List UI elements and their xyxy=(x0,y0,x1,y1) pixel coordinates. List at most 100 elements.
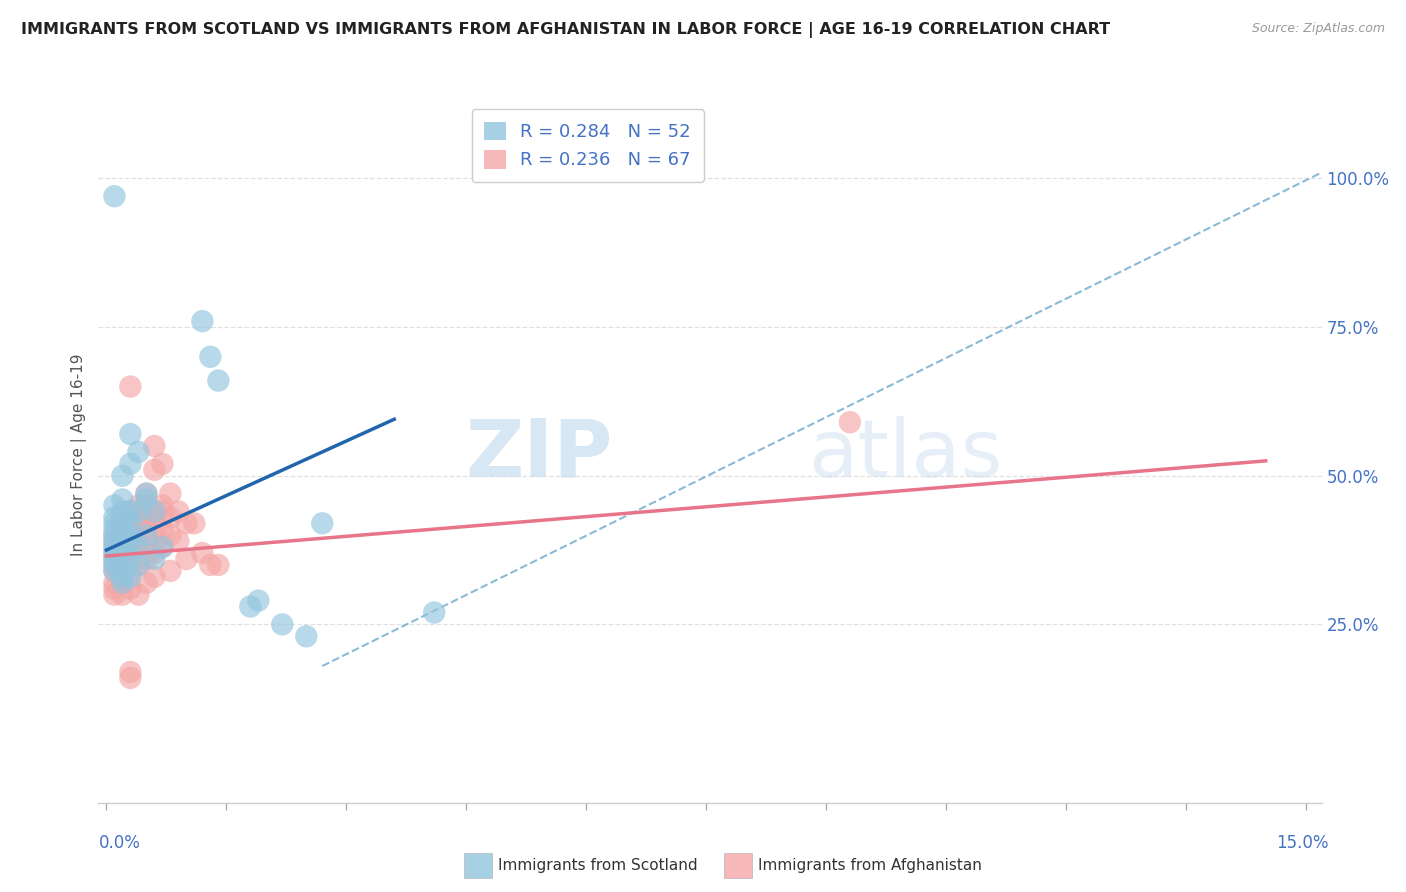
Point xyxy=(143,552,166,566)
Point xyxy=(127,558,149,572)
Point xyxy=(167,534,190,549)
Point xyxy=(103,546,125,560)
Point xyxy=(143,546,166,560)
Point xyxy=(111,575,134,590)
Point xyxy=(159,486,181,500)
Point xyxy=(120,582,142,596)
Point xyxy=(176,552,198,566)
Point xyxy=(150,457,173,471)
Point xyxy=(143,528,166,542)
Point xyxy=(143,504,166,518)
Text: Source: ZipAtlas.com: Source: ZipAtlas.com xyxy=(1251,22,1385,36)
Point xyxy=(271,617,294,632)
Point xyxy=(103,552,125,566)
Point xyxy=(103,189,125,203)
Point xyxy=(150,504,173,518)
Point xyxy=(111,552,134,566)
Point xyxy=(191,546,214,560)
Point xyxy=(135,552,157,566)
Point xyxy=(103,522,125,536)
Point xyxy=(103,499,125,513)
Point xyxy=(103,528,125,542)
Point xyxy=(207,374,229,388)
Point xyxy=(120,671,142,685)
Point xyxy=(127,510,149,524)
Point xyxy=(103,558,125,572)
Point xyxy=(127,558,149,572)
Point xyxy=(143,463,166,477)
Point xyxy=(176,516,198,531)
Point xyxy=(143,510,166,524)
Y-axis label: In Labor Force | Age 16-19: In Labor Force | Age 16-19 xyxy=(72,353,87,557)
Point xyxy=(103,588,125,602)
Point xyxy=(127,445,149,459)
Point xyxy=(111,540,134,554)
Point xyxy=(111,570,134,584)
Point xyxy=(111,516,134,531)
Point xyxy=(103,534,125,549)
Point xyxy=(111,468,134,483)
Point xyxy=(103,510,125,524)
Point xyxy=(135,499,157,513)
Point xyxy=(111,528,134,542)
Point xyxy=(120,534,142,549)
Point xyxy=(159,528,181,542)
Point xyxy=(143,504,166,518)
Point xyxy=(111,528,134,542)
Point xyxy=(103,582,125,596)
Point xyxy=(120,504,142,518)
Point xyxy=(127,528,149,542)
Point xyxy=(120,665,142,679)
Point xyxy=(200,350,222,364)
Point xyxy=(120,379,142,393)
Point xyxy=(103,540,125,554)
Point xyxy=(239,599,262,614)
Text: IMMIGRANTS FROM SCOTLAND VS IMMIGRANTS FROM AFGHANISTAN IN LABOR FORCE | AGE 16-: IMMIGRANTS FROM SCOTLAND VS IMMIGRANTS F… xyxy=(21,22,1111,38)
Point xyxy=(111,588,134,602)
Legend: R = 0.284   N = 52, R = 0.236   N = 67: R = 0.284 N = 52, R = 0.236 N = 67 xyxy=(471,109,704,182)
Point xyxy=(311,516,333,531)
Point xyxy=(200,558,222,572)
Point xyxy=(159,510,181,524)
Point xyxy=(120,552,142,566)
Point xyxy=(111,570,134,584)
Point xyxy=(135,492,157,507)
Point xyxy=(111,510,134,524)
Text: 15.0%: 15.0% xyxy=(1277,834,1329,852)
Point xyxy=(295,629,318,643)
Point xyxy=(111,575,134,590)
Point xyxy=(159,564,181,578)
Point xyxy=(103,564,125,578)
Point xyxy=(111,522,134,536)
Point xyxy=(120,522,142,536)
Point xyxy=(120,516,142,531)
Point xyxy=(103,516,125,531)
Point xyxy=(150,522,173,536)
Point xyxy=(120,504,142,518)
Point xyxy=(191,314,214,328)
Point xyxy=(127,504,149,518)
Point xyxy=(167,504,190,518)
Point xyxy=(120,534,142,549)
Point xyxy=(103,558,125,572)
Point xyxy=(103,564,125,578)
Point xyxy=(111,558,134,572)
Point xyxy=(111,540,134,554)
Point xyxy=(127,588,149,602)
Text: ZIP: ZIP xyxy=(465,416,612,494)
Point xyxy=(135,575,157,590)
Point xyxy=(103,575,125,590)
Point xyxy=(111,522,134,536)
Point xyxy=(111,510,134,524)
Point xyxy=(127,499,149,513)
Point xyxy=(120,564,142,578)
Point xyxy=(143,439,166,453)
Point xyxy=(111,492,134,507)
Point xyxy=(103,552,125,566)
Point xyxy=(103,528,125,542)
Point xyxy=(120,570,142,584)
Point xyxy=(135,534,157,549)
Point xyxy=(135,486,157,500)
Point xyxy=(127,540,149,554)
Point xyxy=(150,499,173,513)
